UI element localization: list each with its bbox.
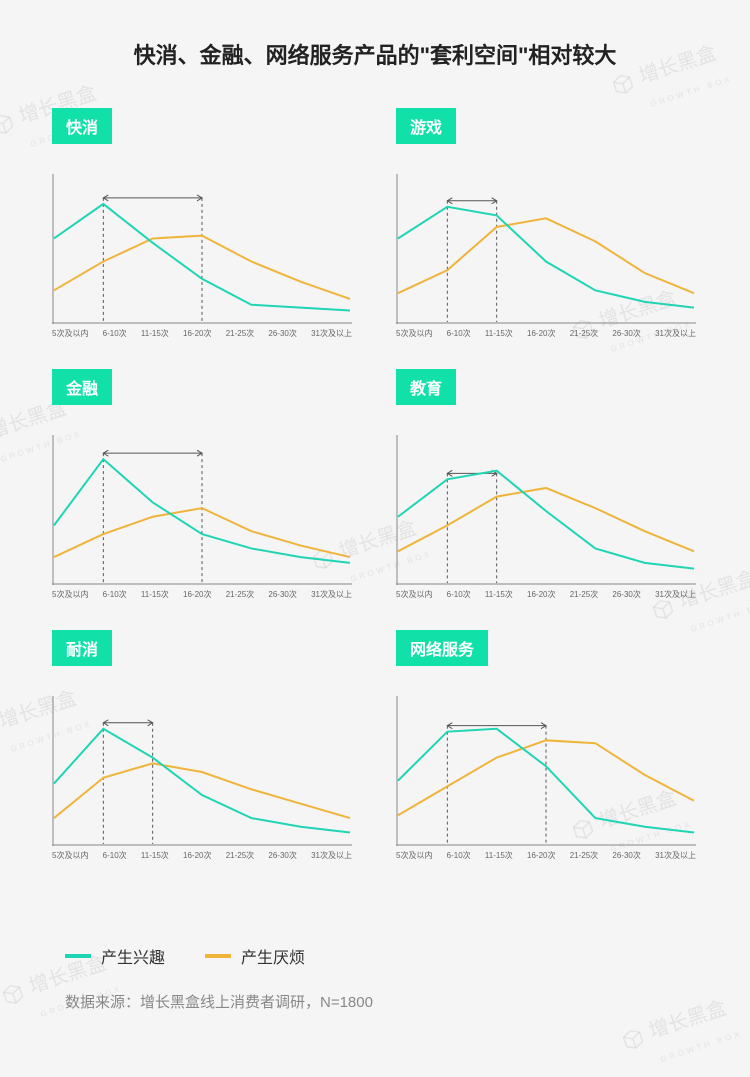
line-chart (396, 174, 696, 324)
x-tick-label: 6-10次 (447, 850, 471, 861)
line-chart (52, 435, 352, 585)
x-axis-labels: 5次及以内 6-10次 11-15次 16-20次 21-25次 26-30次 31次及以上 (396, 589, 696, 600)
x-tick-label: 5次及以内 (52, 850, 88, 861)
x-tick-label: 5次及以内 (52, 589, 88, 600)
x-tick-label: 16-20次 (527, 328, 555, 339)
x-tick-label: 16-20次 (183, 850, 211, 861)
source-text: 数据来源：增长黑盒线上消费者调研，N=1800 (65, 991, 373, 1012)
x-tick-label: 26-30次 (612, 328, 640, 339)
legend: 产生兴趣 产生厌烦 (65, 944, 305, 968)
x-tick-label: 16-20次 (527, 850, 555, 861)
page-title: 快消、金融、网络服务产品的"套利空间"相对较大 (0, 38, 750, 70)
x-tick-label: 31次及以上 (311, 589, 352, 600)
x-tick-label: 5次及以内 (52, 328, 88, 339)
x-tick-label: 31次及以上 (655, 589, 696, 600)
x-tick-label: 21-25次 (226, 328, 254, 339)
x-tick-label: 5次及以内 (396, 328, 432, 339)
x-axis-labels: 5次及以内 6-10次 11-15次 16-20次 21-25次 26-30次 31次及以上 (52, 589, 352, 600)
legend-label-annoy: 产生厌烦 (241, 944, 305, 968)
x-tick-label: 11-15次 (485, 328, 513, 339)
x-tick-label: 6-10次 (447, 589, 471, 600)
legend-label-interest: 产生兴趣 (101, 944, 165, 968)
legend-swatch-annoy (205, 954, 231, 958)
line-chart (52, 174, 352, 324)
x-tick-label: 31次及以上 (311, 850, 352, 861)
x-tick-label: 26-30次 (612, 589, 640, 600)
x-tick-label: 5次及以内 (396, 589, 432, 600)
x-tick-label: 6-10次 (103, 589, 127, 600)
legend-swatch-interest (65, 954, 91, 958)
x-tick-label: 26-30次 (612, 850, 640, 861)
x-tick-label: 11-15次 (485, 850, 513, 861)
chart-panel: 教育 5次及以内 6-10次 11-15次 16-20次 21-25次 26-30次 31次及… (396, 369, 710, 600)
x-tick-label: 16-20次 (183, 589, 211, 600)
x-tick-label: 5次及以内 (396, 850, 432, 861)
panel-label: 耐消 (52, 630, 112, 666)
x-tick-label: 31次及以上 (655, 850, 696, 861)
watermark: 增长黑盒GROWTH BOX (615, 993, 744, 1077)
line-chart (396, 696, 696, 846)
line-chart (396, 435, 696, 585)
x-tick-label: 21-25次 (226, 850, 254, 861)
x-tick-label: 6-10次 (103, 328, 127, 339)
panel-label: 教育 (396, 369, 456, 405)
x-tick-label: 31次及以上 (655, 328, 696, 339)
panel-label: 快消 (52, 108, 112, 144)
chart-panel: 金融 5次及以内 6-10次 11-15次 16-20次 21-25次 26-30次 31次及… (52, 369, 366, 600)
x-axis-labels: 5次及以内 6-10次 11-15次 16-20次 21-25次 26-30次 31次及以上 (396, 850, 696, 861)
chart-panel: 网络服务 5次及以内 6-10次 11-15次 16-20次 21-25次 26-30次 31… (396, 630, 710, 861)
x-tick-label: 16-20次 (183, 328, 211, 339)
panel-label: 金融 (52, 369, 112, 405)
chart-panel: 游戏 5次及以内 6-10次 11-15次 16-20次 21-25次 26-30次 31次及… (396, 108, 710, 339)
x-tick-label: 26-30次 (268, 589, 296, 600)
x-tick-label: 31次及以上 (311, 328, 352, 339)
x-tick-label: 21-25次 (570, 589, 598, 600)
x-axis-labels: 5次及以内 6-10次 11-15次 16-20次 21-25次 26-30次 31次及以上 (396, 328, 696, 339)
panel-label: 网络服务 (396, 630, 488, 666)
x-tick-label: 11-15次 (485, 589, 513, 600)
x-tick-label: 21-25次 (570, 850, 598, 861)
x-tick-label: 16-20次 (527, 589, 555, 600)
x-tick-label: 26-30次 (268, 850, 296, 861)
x-tick-label: 26-30次 (268, 328, 296, 339)
legend-item-annoy: 产生厌烦 (205, 944, 305, 968)
chart-panel: 耐消 5次及以内 6-10次 11-15次 16-20次 21-25次 26-30次 31次及… (52, 630, 366, 861)
x-tick-label: 21-25次 (570, 328, 598, 339)
panel-label: 游戏 (396, 108, 456, 144)
x-tick-label: 11-15次 (141, 589, 169, 600)
x-tick-label: 6-10次 (103, 850, 127, 861)
line-chart (52, 696, 352, 846)
x-axis-labels: 5次及以内 6-10次 11-15次 16-20次 21-25次 26-30次 31次及以上 (52, 328, 352, 339)
legend-item-interest: 产生兴趣 (65, 944, 165, 968)
x-tick-label: 11-15次 (141, 850, 169, 861)
x-axis-labels: 5次及以内 6-10次 11-15次 16-20次 21-25次 26-30次 31次及以上 (52, 850, 352, 861)
chart-panel: 快消 5次及以内 6-10次 11-15次 16-20次 21-25次 26-30次 31次及… (52, 108, 366, 339)
x-tick-label: 6-10次 (447, 328, 471, 339)
x-tick-label: 21-25次 (226, 589, 254, 600)
chart-grid: 快消 5次及以内 6-10次 11-15次 16-20次 21-25次 26-30次 31次及… (52, 108, 710, 861)
x-tick-label: 11-15次 (141, 328, 169, 339)
